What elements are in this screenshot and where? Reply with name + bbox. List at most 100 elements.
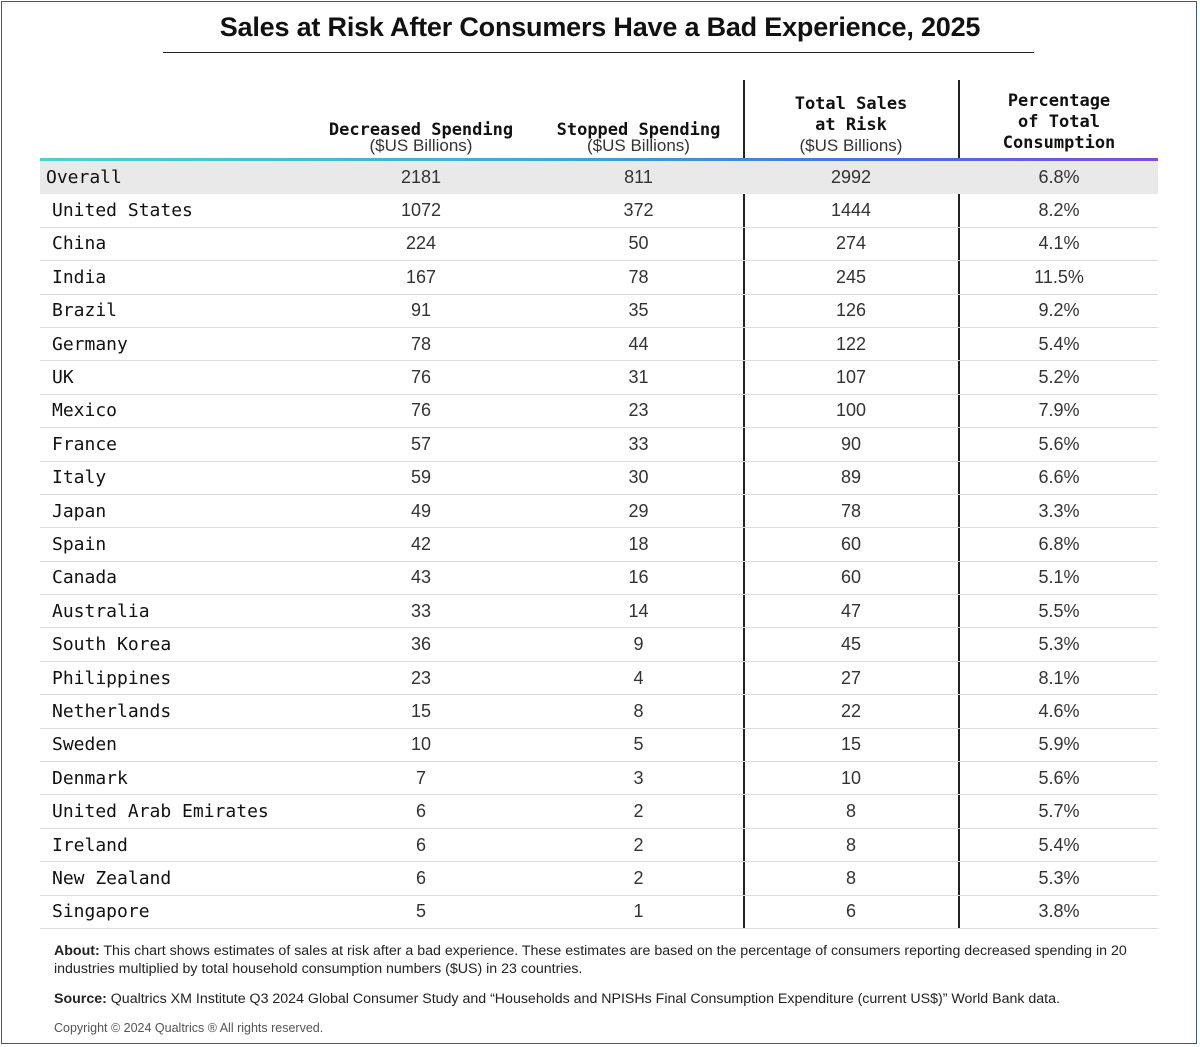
- cell-decreased: 43: [410, 567, 432, 588]
- cell-country: UK: [52, 367, 74, 389]
- table-row: Mexico 76 23 100 7.9%: [40, 395, 1158, 429]
- cell-decreased: 57: [410, 433, 432, 454]
- table-row: Italy 59 30 89 6.6%: [40, 462, 1158, 495]
- cell-decreased: 36: [410, 634, 432, 655]
- table-row: Netherlands 15 8 22 4.6%: [40, 695, 1158, 729]
- cell-stopped: 14: [628, 600, 649, 621]
- cell-country: Sweden: [52, 734, 118, 756]
- cell-percentage: 5.5%: [1038, 600, 1080, 621]
- table-row-overall: Overall 2181 811 2992 6.8%: [40, 161, 1158, 195]
- cell-percentage: 5.7%: [1038, 801, 1080, 822]
- table-row: Singapore 5 1 6 3.8%: [40, 896, 1158, 929]
- cell-stopped: 5: [633, 734, 644, 755]
- table-row: Spain 42 18 60 6.8%: [40, 528, 1158, 562]
- cell-percentage: 3.3%: [1038, 500, 1080, 521]
- source-label: Source:: [54, 991, 107, 1007]
- table-row: United States 1072 372 1444 8.2%: [40, 194, 1158, 228]
- cell-country: Canada: [52, 567, 118, 589]
- table-row: Ireland 6 2 8 5.4%: [40, 829, 1158, 863]
- cell-total: 126: [835, 300, 867, 321]
- cell-country: Singapore: [52, 901, 150, 923]
- table-row: Japan 49 29 78 3.3%: [40, 495, 1158, 529]
- header-stopped-spending: Stopped Spending ($US Billions): [540, 80, 737, 158]
- cell-percentage: 5.6%: [1038, 433, 1080, 454]
- cell-decreased: 91: [410, 300, 432, 321]
- header-total-title: Total Sales at Risk: [794, 94, 908, 135]
- table-row: France 57 33 90 5.6%: [40, 428, 1158, 462]
- table-row: China 224 50 274 4.1%: [40, 228, 1158, 262]
- header-decreased-unit: ($US Billions): [369, 136, 473, 155]
- cell-country: Brazil: [52, 300, 118, 322]
- cell-stopped: 3: [633, 767, 644, 788]
- cell-country: Germany: [52, 333, 128, 355]
- cell-percentage: 5.3%: [1038, 634, 1080, 655]
- cell-percentage: 8.1%: [1038, 667, 1080, 688]
- cell-country: Japan: [52, 500, 107, 522]
- table-body: Overall 2181 811 2992 6.8% United States 1072 3…: [40, 161, 1158, 929]
- cell-percentage: 5.4%: [1038, 333, 1080, 354]
- table-row: New Zealand 6 2 8 5.3%: [40, 862, 1158, 896]
- cell-total: 27: [840, 667, 862, 688]
- cell-decreased: 6: [415, 834, 426, 855]
- about-note: About: This chart shows estimates of sal…: [54, 942, 1154, 978]
- cell-country: South Korea: [52, 634, 172, 656]
- cell-percentage: 4.6%: [1038, 700, 1080, 721]
- cell-stopped: 2: [633, 867, 644, 888]
- cell-country: Denmark: [52, 767, 128, 789]
- cell-stopped: 33: [628, 433, 649, 454]
- cell-total: 6: [845, 901, 856, 922]
- cell-percentage: 8.2%: [1038, 200, 1080, 221]
- cell-total: 100: [835, 400, 867, 421]
- cell-total: 8: [845, 801, 856, 822]
- table-row: UK 76 31 107 5.2%: [40, 361, 1158, 395]
- cell-country: Italy: [52, 467, 107, 489]
- cell-decreased: 76: [410, 400, 432, 421]
- cell-stopped: 1: [633, 901, 644, 922]
- cell-country: China: [52, 233, 107, 255]
- cell-stopped: 44: [628, 333, 649, 354]
- cell-decreased: 76: [410, 367, 432, 388]
- column-divider-total: [743, 80, 745, 929]
- table-row: Sweden 10 5 15 5.9%: [40, 729, 1158, 763]
- cell-stopped: 4: [633, 667, 644, 688]
- cell-country: Mexico: [52, 400, 118, 422]
- cell-total: 10: [840, 767, 862, 788]
- cell-country: Australia: [52, 600, 150, 622]
- cell-percentage: 6.6%: [1038, 467, 1080, 488]
- cell-total: 47: [840, 600, 862, 621]
- cell-total: 245: [835, 266, 867, 287]
- cell-total: 22: [840, 700, 862, 721]
- cell-country: Philippines: [52, 667, 172, 689]
- cell-country: United States: [52, 200, 193, 222]
- cell-stopped: 372: [623, 200, 654, 221]
- cell-total: 122: [835, 333, 867, 354]
- cell-country: New Zealand: [52, 867, 172, 889]
- about-text: This chart shows estimates of sales at r…: [54, 943, 1127, 977]
- column-divider-percentage: [958, 80, 960, 929]
- table-row: South Korea 36 9 45 5.3%: [40, 628, 1158, 662]
- cell-stopped: 8: [633, 700, 644, 721]
- cell-percentage: 11.5%: [1034, 266, 1084, 287]
- cell-decreased: 6: [415, 801, 426, 822]
- cell-total: 2992: [830, 167, 872, 188]
- cell-decreased: 1072: [400, 200, 442, 221]
- cell-percentage: 5.6%: [1038, 767, 1080, 788]
- cell-total: 107: [835, 367, 867, 388]
- cell-total: 90: [840, 433, 862, 454]
- cell-percentage: 5.3%: [1038, 867, 1080, 888]
- cell-stopped: 50: [628, 233, 649, 254]
- cell-total: 8: [845, 834, 856, 855]
- cell-percentage: 5.2%: [1038, 367, 1080, 388]
- table-row: Australia 33 14 47 5.5%: [40, 595, 1158, 629]
- cell-total: 8: [845, 867, 856, 888]
- cell-stopped: 2: [633, 834, 644, 855]
- cell-decreased: 78: [410, 333, 432, 354]
- table-row: United Arab Emirates 6 2 8 5.7%: [40, 795, 1158, 829]
- cell-decreased: 5: [415, 901, 426, 922]
- cell-decreased: 49: [410, 500, 432, 521]
- source-note: Source: Qualtrics XM Institute Q3 2024 G…: [54, 990, 1154, 1008]
- cell-stopped: 16: [628, 567, 649, 588]
- table-row: Canada 43 16 60 5.1%: [40, 562, 1158, 596]
- cell-decreased: 167: [405, 266, 437, 287]
